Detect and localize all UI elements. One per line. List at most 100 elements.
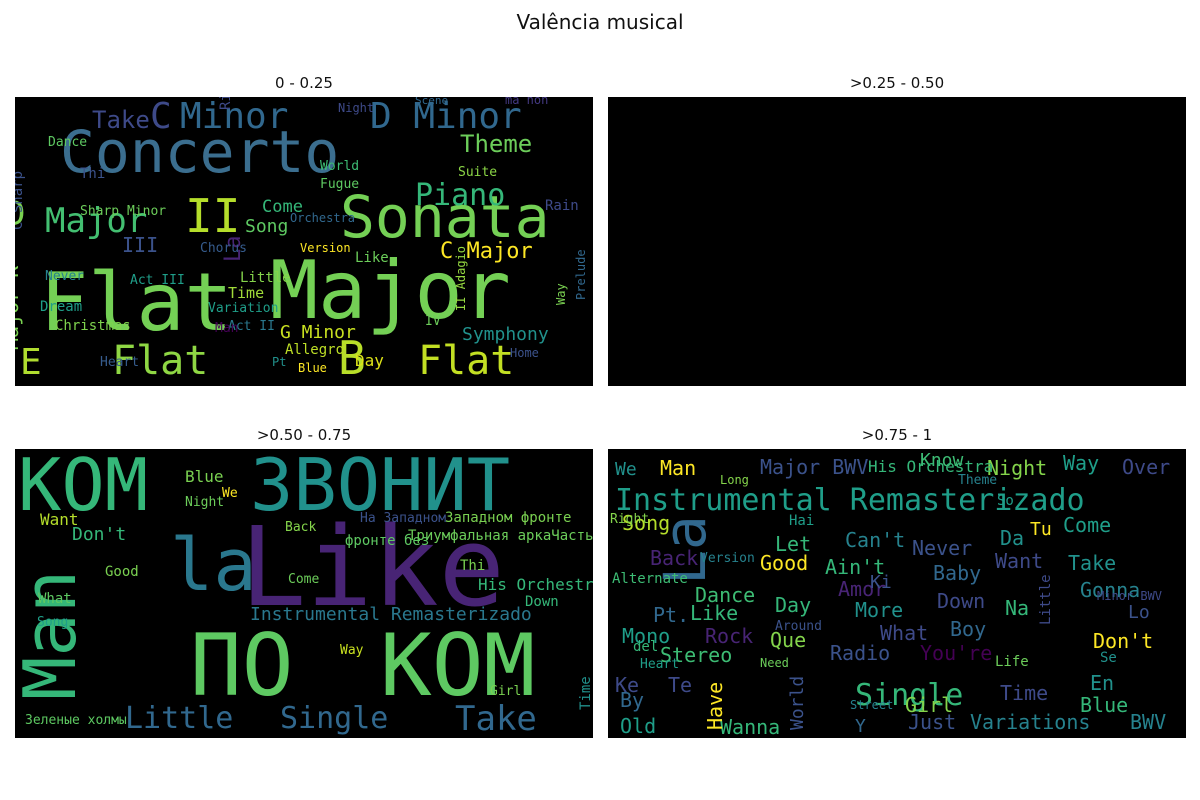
cloud-word: Se: [1100, 650, 1117, 666]
cloud-word: Girl: [490, 684, 521, 699]
cloud-word: Never: [912, 536, 972, 560]
cloud-word: Good: [105, 564, 139, 580]
cloud-word: What: [38, 591, 72, 607]
cloud-word: E: [20, 342, 42, 383]
wordcloud-panel-3: КОМ ЗВОНИТ Like la Man ПО КОМ Single Little Take I…: [15, 449, 593, 738]
cloud-word: IV: [425, 314, 441, 329]
cloud-word: Over: [1122, 455, 1170, 479]
cloud-word: Good: [760, 551, 808, 575]
wordcloud-panel-4: Instrumental Remasterizado La Like Single Ma…: [608, 449, 1186, 738]
cloud-word: Way: [554, 283, 568, 305]
cloud-word: фронте без: [345, 533, 429, 549]
cloud-word: Prelude: [574, 249, 588, 300]
cloud-word: More: [855, 598, 903, 622]
cloud-word: ПО: [190, 616, 294, 716]
cloud-word: You're: [920, 641, 992, 665]
cloud-word: КОМ: [18, 449, 148, 527]
cloud-word: II Adagio: [454, 246, 468, 311]
cloud-word: Scene: [415, 97, 448, 107]
cloud-word: Dance: [48, 135, 87, 150]
cloud-word: Mono: [622, 624, 670, 648]
cloud-word: Instrumental Remasterizado: [250, 604, 532, 625]
cloud-word: Западном фронте: [445, 510, 571, 526]
cloud-word: Have: [703, 682, 727, 730]
cloud-word: Little: [240, 270, 291, 286]
cloud-word: Come: [262, 197, 303, 217]
cloud-word: Down: [525, 594, 559, 610]
cloud-word: La: [651, 515, 719, 585]
cloud-word: del: [633, 639, 658, 655]
cloud-word: Rie: [218, 97, 234, 110]
cloud-word: Song: [245, 216, 288, 237]
cloud-word: Song: [37, 615, 68, 630]
cloud-word: Version: [300, 241, 351, 255]
wordcloud-panel-1: Concerto Sonata Flat Major Minor D Minor B Flat…: [15, 97, 593, 386]
cloud-word: Wanna: [720, 715, 780, 738]
cloud-word: Y: [855, 716, 866, 737]
cloud-word: Flat: [112, 338, 208, 384]
cloud-word: Way: [340, 643, 364, 658]
cloud-word: Like: [355, 250, 389, 266]
cloud-word: C Sharp: [15, 171, 26, 230]
figure-title: Valência musical: [516, 10, 684, 34]
cloud-word: Hai: [789, 513, 814, 529]
cloud-word: His Orchestra: [478, 575, 593, 594]
cloud-word: КОМ: [380, 616, 535, 716]
cloud-word: la: [170, 523, 257, 607]
cloud-word: Want: [995, 549, 1043, 573]
cloud-word: Fugue: [320, 177, 359, 192]
panel-title-3: >0.50 - 0.75: [256, 426, 352, 444]
cloud-word: Don't: [1093, 629, 1153, 653]
cloud-word: World: [787, 676, 808, 730]
cloud-word: Theme: [958, 473, 997, 488]
cloud-word: Just: [908, 710, 956, 734]
cloud-word: Baby: [933, 561, 981, 585]
cloud-word: Night: [338, 101, 374, 115]
cloud-word: III: [122, 233, 158, 257]
cloud-word: Dream: [40, 299, 82, 315]
cloud-word: Let: [775, 532, 811, 556]
cloud-word: Symphony: [462, 324, 549, 345]
cloud-word: Man: [15, 570, 92, 700]
cloud-word: Take: [92, 106, 150, 134]
cloud-word: Variation: [208, 301, 278, 316]
panel-title-2: >0.25 - 0.50: [849, 74, 945, 92]
cloud-word: Need: [760, 656, 789, 670]
cloud-word: Like: [240, 503, 505, 631]
cloud-word: Major: [270, 244, 511, 337]
cloud-word: C Major: [440, 239, 533, 264]
cloud-word: Song: [622, 511, 670, 535]
cloud-word: BWV: [1130, 710, 1166, 734]
cloud-word: Way: [1063, 451, 1099, 475]
cloud-word: What: [880, 621, 928, 645]
cloud-word: Blue: [185, 467, 224, 486]
cloud-word: La: [221, 236, 246, 263]
cloud-word: Little: [1038, 574, 1054, 625]
cloud-word: Allegro: [285, 342, 344, 358]
cloud-word: Variations: [970, 710, 1090, 734]
cloud-word: Back: [650, 546, 698, 570]
cloud-word: Зеленые холмы: [25, 713, 127, 728]
cloud-word: Flat: [418, 338, 514, 384]
cloud-word: His Orchestra: [868, 457, 993, 476]
cloud-word: World: [320, 159, 359, 174]
cloud-word: Tu: [1030, 519, 1052, 540]
cloud-word: Christmas: [55, 318, 131, 334]
cloud-word: Version: [700, 551, 755, 566]
cloud-word: Триумфальная аркаЧасть: [408, 528, 593, 544]
cloud-word: Flat: [40, 256, 233, 349]
cloud-word: Suite: [458, 165, 497, 180]
cloud-word: Major K: [15, 266, 23, 350]
cloud-word: Can't: [845, 528, 905, 552]
cloud-word: Time: [578, 676, 593, 710]
cloud-word: Time: [228, 284, 264, 302]
cloud-word: ЗВОНИТ: [250, 449, 510, 527]
cloud-word: Around: [775, 619, 822, 634]
cloud-word: We: [615, 459, 637, 480]
cloud-word: Ki: [870, 572, 892, 593]
cloud-word: G Minor: [280, 322, 356, 343]
cloud-word: Single: [855, 678, 963, 713]
cloud-word: Minor: [180, 97, 288, 137]
cloud-word: Instrumental Remasterizado: [615, 483, 1085, 518]
cloud-word: Concerto: [60, 118, 339, 186]
